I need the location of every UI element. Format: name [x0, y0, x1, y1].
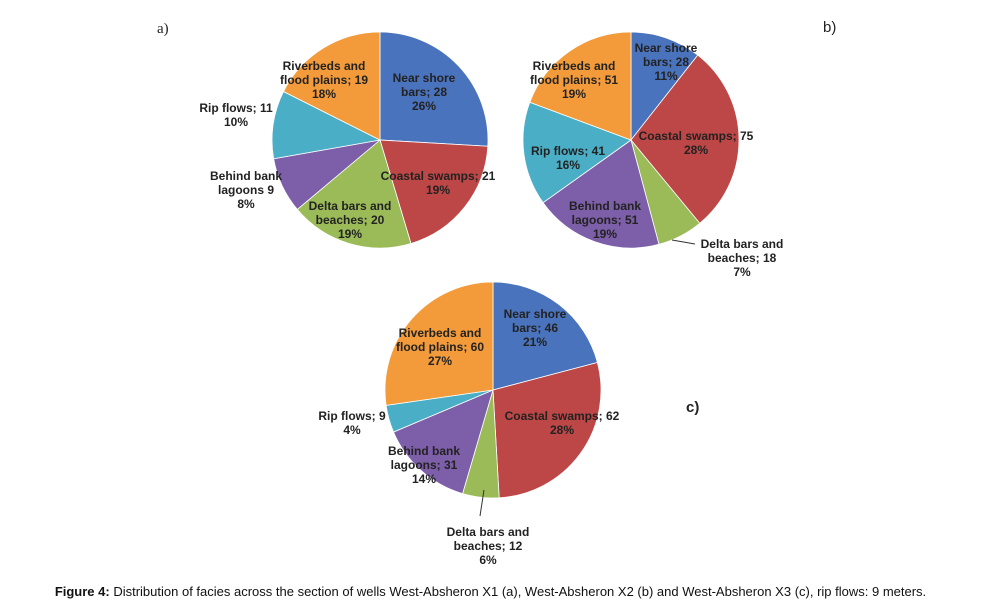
panel-letter-a: a) [157, 21, 169, 37]
pie-slice-coastal-swamps [492, 362, 602, 499]
data-label-line: 11% [654, 69, 678, 83]
data-label-line: 6% [479, 553, 497, 567]
data-label-line: bars; 46 [512, 321, 558, 335]
data-label-line: 10% [224, 115, 248, 129]
data-label-behind-bank-lagoons: Behind bank lagoons 9 8% [210, 169, 282, 211]
data-label-line: 28% [550, 423, 574, 437]
leader-line [479, 489, 485, 517]
data-label-line: Riverbeds and [533, 59, 616, 73]
data-label-line: Rip flows; 11 [199, 101, 273, 115]
data-label-line: Delta bars and [447, 525, 530, 539]
data-label-line: lagoons 9 [218, 183, 274, 197]
data-label-line: lagoons; 31 [391, 458, 458, 472]
pie-chart-c: Near shore bars; 46 21%Coastal swamps; 62 2… [318, 281, 620, 567]
data-label-riverbeds-and-flood-plains: Riverbeds and flood plains; 60 27% [396, 326, 484, 368]
data-label-line: Behind bank [210, 169, 282, 183]
data-label-line: Rip flows; 9 [318, 409, 386, 423]
data-label-delta-bars-and-beaches: Delta bars and beaches; 20 19% [309, 199, 392, 241]
pie-slice-near-shore-bars [492, 281, 598, 391]
data-label-line: 14% [412, 472, 436, 486]
data-label-line: Behind bank [569, 199, 641, 213]
pie-slice-behind-bank-lagoons [392, 389, 494, 495]
data-label-line: Delta bars and [701, 237, 784, 251]
data-label-line: flood plains; 19 [280, 73, 368, 87]
data-label-line: 19% [593, 227, 617, 241]
data-label-line: Rip flows; 41 [531, 144, 605, 158]
pie-slice-rip-flows [522, 101, 632, 204]
data-label-line: Riverbeds and [399, 326, 482, 340]
pie-slice-coastal-swamps [379, 139, 489, 244]
data-label-line: Coastal swamps; 75 [639, 129, 754, 143]
data-label-behind-bank-lagoons: Behind bank lagoons; 51 19% [569, 199, 641, 241]
data-label-line: 16% [556, 158, 580, 172]
data-label-behind-bank-lagoons: Behind bank lagoons; 31 14% [388, 444, 460, 486]
data-label-line: 7% [733, 265, 751, 279]
data-label-line: bars; 28 [401, 85, 447, 99]
data-label-line: Near shore [504, 307, 567, 321]
data-label-rip-flows: Rip flows; 11 10% [199, 101, 273, 129]
data-label-delta-bars-and-beaches: Delta bars and beaches; 12 6% [447, 525, 530, 567]
data-label-line: beaches; 20 [316, 213, 385, 227]
data-label-line: flood plains; 51 [530, 73, 618, 87]
pie-chart-a: Near shore bars; 28 26%Coastal swamps; 21 1… [199, 31, 496, 249]
pie-slice-riverbeds-and-flood-plains [529, 31, 632, 141]
data-label-line: flood plains; 60 [396, 340, 484, 354]
data-label-coastal-swamps: Coastal swamps; 62 28% [505, 409, 620, 437]
data-label-riverbeds-and-flood-plains: Riverbeds and flood plains; 19 18% [280, 59, 368, 101]
data-label-line: Delta bars and [309, 199, 392, 213]
data-label-line: 27% [428, 354, 452, 368]
data-label-delta-bars-and-beaches: Delta bars and beaches; 18 7% [701, 237, 784, 279]
data-label-line: 8% [237, 197, 255, 211]
data-label-line: Behind bank [388, 444, 460, 458]
data-label-line: Coastal swamps; 21 [381, 169, 496, 183]
data-label-line: 28% [684, 143, 708, 157]
data-label-line: 19% [426, 183, 450, 197]
data-label-near-shore-bars: Near shore bars; 28 11% [635, 41, 698, 83]
data-label-near-shore-bars: Near shore bars; 28 26% [393, 71, 456, 113]
data-label-line: beaches; 12 [454, 539, 523, 553]
figure-caption: Figure 4: Distribution of facies across … [0, 584, 981, 599]
pie-slice-coastal-swamps [630, 54, 740, 224]
caption-text: Distribution of facies across the sectio… [109, 584, 927, 599]
data-label-line: 18% [312, 87, 336, 101]
pie-slice-behind-bank-lagoons [542, 139, 660, 249]
data-label-line: Near shore [393, 71, 456, 85]
data-label-line: Near shore [635, 41, 698, 55]
pie-slice-riverbeds-and-flood-plains [384, 281, 494, 406]
data-label-rip-flows: Rip flows; 41 16% [531, 144, 605, 172]
panel-letter-c: c) [686, 399, 700, 416]
data-label-line: 19% [338, 227, 362, 241]
leader-line [671, 239, 696, 245]
data-label-line: 19% [562, 87, 586, 101]
data-label-near-shore-bars: Near shore bars; 46 21% [504, 307, 567, 349]
data-label-line: beaches; 18 [708, 251, 777, 265]
data-label-coastal-swamps: Coastal swamps; 21 19% [381, 169, 496, 197]
pie-slice-delta-bars-and-beaches [296, 139, 412, 249]
data-label-line: 26% [412, 99, 436, 113]
pie-slice-near-shore-bars [630, 31, 699, 142]
pie-slice-riverbeds-and-flood-plains [282, 31, 381, 141]
data-label-coastal-swamps: Coastal swamps; 75 28% [639, 129, 754, 157]
panel-letter-b: b) [823, 19, 837, 36]
pie-chart-b: Near shore bars; 28 11% Coastal swamps; 75 2… [522, 31, 784, 279]
data-label-line: 4% [343, 423, 361, 437]
data-label-rip-flows: Rip flows; 9 4% [318, 409, 386, 437]
pie-slice-near-shore-bars [379, 31, 489, 147]
data-label-line: 21% [523, 335, 547, 349]
data-label-riverbeds-and-flood-plains: Riverbeds and flood plains; 51 19% [530, 59, 618, 101]
data-label-line: Riverbeds and [283, 59, 366, 73]
data-label-line: bars; 28 [643, 55, 689, 69]
data-label-line: Coastal swamps; 62 [505, 409, 620, 423]
caption-prefix: Figure 4: [54, 584, 110, 599]
data-label-line: lagoons; 51 [572, 213, 639, 227]
